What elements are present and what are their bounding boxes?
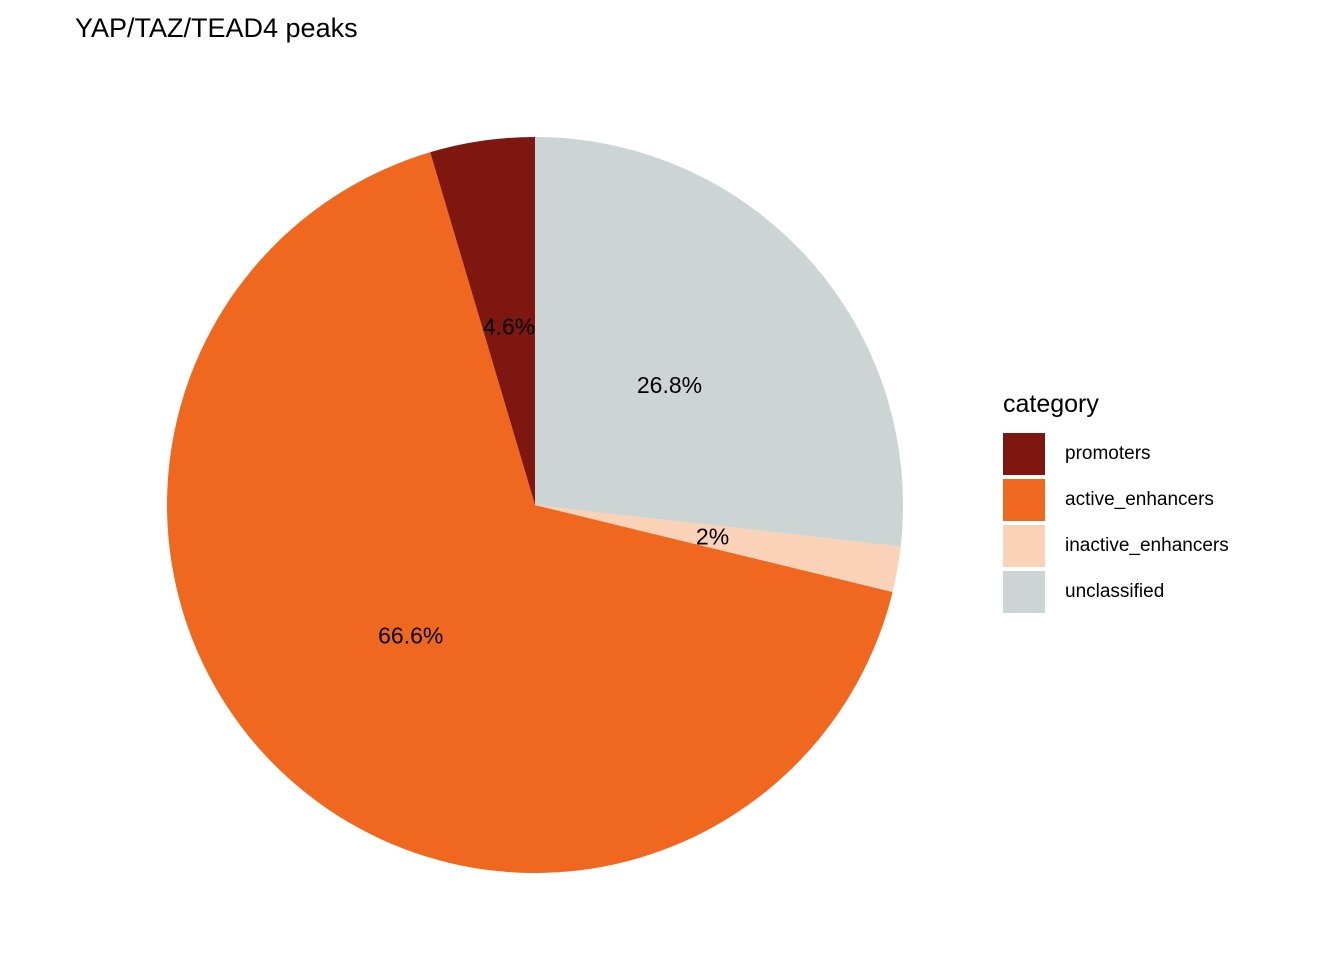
legend-items: promoters active_enhancers inactive_enhanc… — [1003, 433, 1229, 613]
slice-label-promoters: 4.6% — [483, 314, 535, 340]
pie-slice-active_enhancers — [167, 152, 893, 874]
slice-label-inactive_enhancers: 2% — [696, 524, 729, 550]
slice-label-unclassified: 26.8% — [637, 372, 702, 398]
legend-label: active_enhancers — [1065, 489, 1214, 510]
pie-slice-promoters — [430, 137, 535, 505]
pie-slice-unclassified — [535, 137, 904, 547]
chart-title: YAP/TAZ/TEAD4 peaks — [75, 13, 358, 43]
legend-swatch-inactive_enhancers — [1003, 525, 1045, 567]
legend-swatch-promoters — [1003, 433, 1045, 475]
legend-label: unclassified — [1065, 581, 1165, 602]
pie-slice-inactive_enhancers — [535, 505, 901, 593]
legend-item-promoters: promoters — [1003, 433, 1229, 475]
legend-label: inactive_enhancers — [1065, 535, 1229, 556]
legend-title: category — [1003, 390, 1099, 418]
legend-swatch-active_enhancers — [1003, 479, 1045, 521]
legend-item-unclassified: unclassified — [1003, 571, 1229, 613]
legend-item-inactive_enhancers: inactive_enhancers — [1003, 525, 1229, 567]
legend-swatch-unclassified — [1003, 571, 1045, 613]
slice-label-active_enhancers: 66.6% — [378, 623, 443, 649]
legend-item-active_enhancers: active_enhancers — [1003, 479, 1229, 521]
legend-label: promoters — [1065, 443, 1151, 464]
